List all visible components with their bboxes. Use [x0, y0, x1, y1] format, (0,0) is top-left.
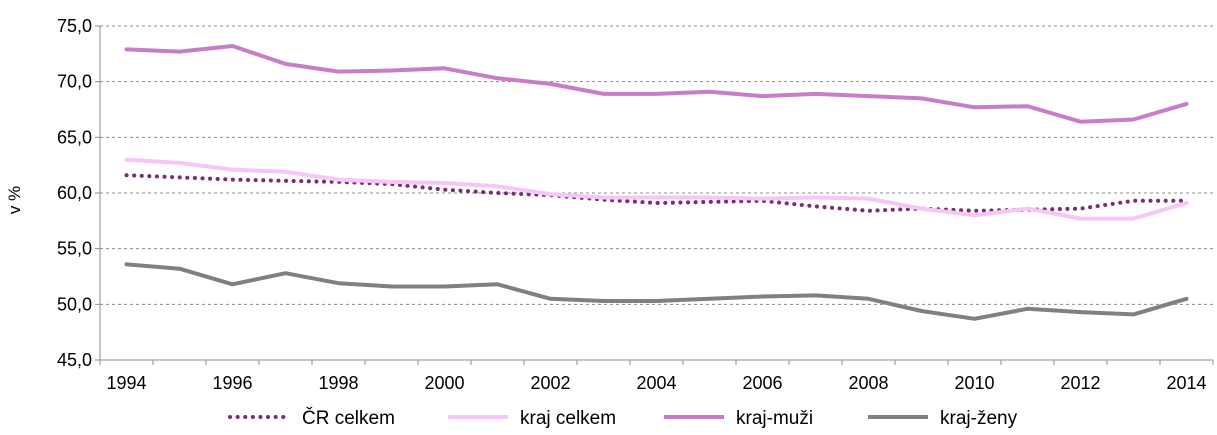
- x-tick-label: 2004: [636, 373, 676, 393]
- y-tick-label: 70,0: [57, 72, 92, 92]
- x-tick-label: 2012: [1060, 373, 1100, 393]
- y-axis-title: v %: [5, 186, 24, 214]
- legend-label: kraj celkem: [520, 408, 616, 429]
- series-line: [124, 173, 1189, 213]
- x-tick-label: 1998: [318, 373, 358, 393]
- y-tick-label: 55,0: [57, 239, 92, 259]
- series-line: [124, 157, 1189, 221]
- y-tick-label: 45,0: [57, 350, 92, 370]
- y-tick-label: 75,0: [57, 16, 92, 36]
- x-tick-label: 2008: [848, 373, 888, 393]
- x-tick-label: 1996: [212, 373, 252, 393]
- legend-label: kraj-muži: [736, 408, 813, 429]
- series-line: [124, 44, 1189, 124]
- gridlines: [100, 25, 1213, 305]
- x-tick-label: 1994: [106, 373, 146, 393]
- legend-label: ČR celkem: [302, 407, 395, 429]
- legend: ČR celkem kraj celkem kraj-muži kraj-ženy: [228, 407, 1018, 429]
- y-tick-label: 50,0: [57, 294, 92, 314]
- axes: [95, 25, 1214, 365]
- y-tick-label: 60,0: [57, 183, 92, 203]
- tick-labels: 45,0 50,0 55,0 60,0 65,0 70,0 75,0 1994 1996 1998…: [57, 16, 1207, 393]
- x-tick-label: 2006: [742, 373, 782, 393]
- x-tick-label: 2000: [424, 373, 464, 393]
- series-line: [124, 262, 1189, 321]
- x-tick-label: 2010: [954, 373, 994, 393]
- x-tick-label: 2002: [530, 373, 570, 393]
- legend-label: kraj-ženy: [940, 408, 1018, 429]
- x-tick-label: 2014: [1166, 373, 1206, 393]
- y-tick-label: 65,0: [57, 127, 92, 147]
- series-lines: [124, 44, 1189, 321]
